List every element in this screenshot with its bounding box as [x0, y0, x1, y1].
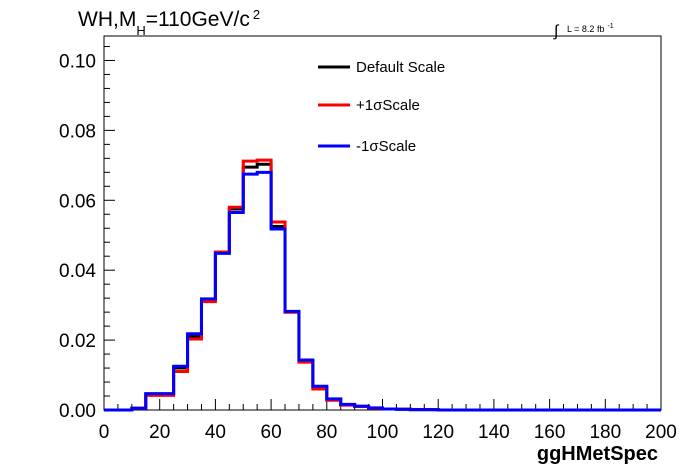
legend-label: -1σScale: [356, 138, 416, 155]
x-tick-label: 160: [534, 422, 566, 443]
x-tick-label: 200: [645, 422, 677, 443]
x-tick-label: 140: [478, 422, 510, 443]
x-tick-label: 100: [367, 422, 399, 443]
x-tick-label: 180: [589, 422, 621, 443]
lumi-superscript: -1: [607, 23, 613, 30]
title-subscript: H: [136, 23, 145, 38]
x-tick-label: 120: [422, 422, 454, 443]
legend-label: +1σScale: [356, 97, 420, 114]
x-tick-label: 60: [261, 422, 282, 443]
title-rest: =110GeV/c: [146, 8, 250, 31]
title-superscript: 2: [253, 7, 260, 22]
lumi-label: L = 8.2 fb -1: [567, 23, 614, 34]
series-line-3: [104, 170, 661, 412]
x-tick-label: 80: [316, 422, 337, 443]
y-tick-label: 0.08: [59, 121, 96, 142]
legend-label: Default Scale: [356, 59, 445, 76]
x-tick-label: 0: [99, 422, 110, 443]
y-tick-label: 0.02: [59, 331, 96, 352]
y-tick-label: 0.00: [59, 401, 96, 422]
x-axis-label: ggHMetSpec: [537, 443, 658, 465]
series-lines: [104, 158, 661, 412]
lumi-integral-sign: ∫: [553, 23, 560, 40]
x-tick-label: 40: [205, 422, 226, 443]
y-tick-label: 0.06: [59, 191, 96, 212]
x-tick-label: 20: [149, 422, 170, 443]
y-tick-label: 0.04: [59, 261, 96, 282]
y-tick-labels: 0.00 0.02 0.04 0.06 0.08 0.10: [59, 51, 96, 422]
x-tick-labels: 0 20 40 60 80 100 120 140 160 180 200: [99, 422, 677, 443]
y-tick-label: 0.10: [59, 51, 96, 72]
legend: Default Scale +1σScale -1σScale: [318, 59, 445, 155]
plot-title: WH,MH=110GeV/c 2: [78, 7, 260, 38]
